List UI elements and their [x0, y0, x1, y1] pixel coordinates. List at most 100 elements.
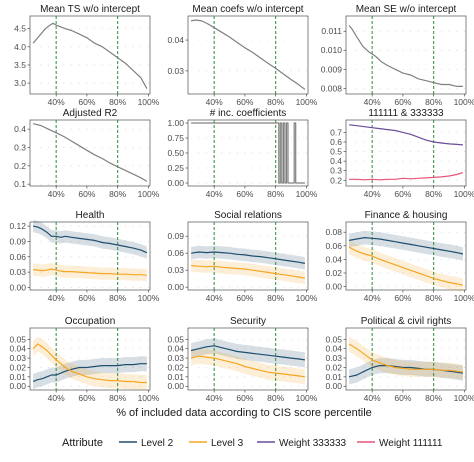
y-tick-label: 0.03	[167, 66, 184, 76]
series-line-level-3	[348, 246, 464, 286]
series-line-level-2	[348, 237, 464, 255]
panel-111111-333333: 111111 & 333333 0.20.30.40.50.60.7 40% 60% 8…	[330, 108, 474, 199]
y-tick-label: 0.4	[14, 124, 26, 134]
series-line-level-3	[348, 343, 463, 373]
x-tick-label: 80%	[425, 189, 442, 199]
panel-title: Adjusted R2	[63, 108, 118, 119]
band-level-3	[191, 348, 305, 385]
x-tick-label: 80%	[267, 293, 284, 303]
series-line-value	[32, 22, 148, 89]
x-tick-label: 80%	[425, 393, 442, 403]
panel-frame	[187, 327, 309, 391]
x-tick-label: 60%	[236, 189, 253, 199]
panel-mean-se-w-o-intercept: Mean SE w/o intercept 0.008 0.009 0.010 0.01…	[321, 4, 474, 107]
x-tick-label: 100%	[454, 293, 474, 303]
x-tick-label: 40%	[364, 189, 381, 199]
panel-mean-ts-w-o-intercept: Mean TS w/o intercept 3.0 3.5 4.0 4.5 40% 60% 8…	[14, 4, 160, 107]
y-tick-label: 0.50	[167, 148, 184, 158]
series-line-level-2	[191, 251, 306, 264]
x-tick-label: 80%	[267, 97, 284, 107]
y-tick-label: 0.05	[9, 334, 26, 344]
x-tick-label: 80%	[109, 393, 126, 403]
y-tick-label: 0.02	[9, 362, 26, 372]
panel-frame	[345, 221, 467, 291]
x-axis-title: % of included data according to CIS scor…	[116, 407, 372, 419]
x-tick-label: 40%	[206, 293, 223, 303]
y-tick-label: 0.06	[325, 241, 342, 251]
series-line-value	[32, 123, 148, 182]
y-tick-label: 0.011	[321, 26, 342, 36]
panel-title: Security	[230, 316, 266, 327]
panel-frame	[187, 221, 309, 291]
series-line-level-3	[191, 265, 306, 279]
legend-label-weight-111111: Weight 111111	[379, 438, 443, 449]
panel-title: Political & civil rights	[361, 316, 452, 327]
y-tick-label: 0.25	[167, 163, 184, 173]
panel-title: Social relations	[214, 210, 282, 221]
panel-frame	[29, 221, 151, 291]
y-tick-label: 0.04	[9, 344, 26, 354]
series-line-level-2	[32, 363, 147, 383]
panel-frame	[29, 15, 151, 95]
legend: Attribute Level 2 Level 3 Weight 333333 …	[62, 437, 443, 449]
series-line-level-3	[33, 268, 147, 276]
y-tick-label: 0.75	[167, 133, 184, 143]
x-tick-label: 60%	[78, 189, 95, 199]
panel-health: Health 0.00 0.03 0.06 0.09 0.12 40% 60% 80% 100%	[9, 210, 159, 303]
x-tick-label: 80%	[267, 189, 284, 199]
band-level-2	[191, 245, 305, 270]
x-tick-label: 40%	[48, 293, 65, 303]
series-line-level-2	[190, 345, 305, 361]
band-level-3	[33, 336, 147, 390]
y-tick-label: 0.2	[14, 161, 26, 171]
panel-frame	[187, 119, 309, 187]
series-line-level-2	[32, 225, 148, 254]
series-line-weight-111111	[349, 172, 464, 181]
y-tick-label: 0.12	[9, 221, 26, 231]
series-line-value	[348, 25, 463, 88]
x-tick-label: 40%	[48, 97, 65, 107]
grid-dots	[356, 30, 465, 89]
x-tick-label: 60%	[394, 393, 411, 403]
y-tick-label: 0.06	[9, 252, 26, 262]
x-tick-label: 40%	[364, 97, 381, 107]
x-tick-label: 40%	[206, 393, 223, 403]
legend-label-level-2: Level 2	[141, 438, 174, 449]
x-tick-label: 100%	[296, 393, 318, 403]
x-tick-label: 80%	[109, 97, 126, 107]
x-tick-label: 60%	[394, 97, 411, 107]
series-line-level-3	[32, 343, 147, 384]
x-tick-label: 40%	[206, 97, 223, 107]
x-tick-label: 40%	[364, 293, 381, 303]
y-tick-label: 0.7	[330, 127, 342, 137]
grid-dots	[356, 338, 465, 387]
x-tick-label: 100%	[454, 97, 474, 107]
x-tick-label: 40%	[48, 189, 65, 199]
y-tick-label: 0.008	[321, 83, 343, 93]
y-tick-label: 0.2	[330, 175, 342, 185]
panel-frame	[187, 15, 309, 95]
panel-political-civil-rights: Political & civil rights 0.000.010.020.03…	[325, 316, 474, 403]
y-tick-label: 0.08	[325, 227, 342, 237]
y-tick-label: 0.01	[167, 372, 184, 382]
x-tick-label: 40%	[206, 189, 223, 199]
band-level-3	[191, 259, 305, 285]
y-tick-label: 0.3	[330, 166, 342, 176]
y-tick-label: 3.5	[14, 60, 26, 70]
band-level-2	[349, 358, 463, 385]
panel-grid: Mean TS w/o intercept 3.0 3.5 4.0 4.5 40% 60% 8…	[9, 4, 474, 403]
y-tick-label: 0.00	[167, 178, 184, 188]
y-tick-label: 0.00	[167, 282, 184, 292]
y-tick-label: 0.00	[167, 381, 184, 391]
band-level-3	[33, 262, 147, 282]
panel-inc-coefficients: # inc. coefficients 0.00 0.25 0.50 0.75 1.00 4…	[167, 108, 317, 199]
panel-adjusted-r2: Adjusted R2 0.1 0.2 0.3 0.4 40% 60% 80% 100%	[14, 108, 160, 199]
panel-title: Occupation	[65, 316, 116, 327]
x-tick-label: 100%	[454, 189, 474, 199]
grid-dots	[40, 28, 149, 84]
y-tick-label: 0.05	[325, 334, 342, 344]
y-tick-label: 0.5	[330, 147, 342, 157]
panel-title: Finance & housing	[365, 210, 448, 221]
legend-title: Attribute	[62, 437, 103, 449]
x-tick-label: 60%	[236, 293, 253, 303]
